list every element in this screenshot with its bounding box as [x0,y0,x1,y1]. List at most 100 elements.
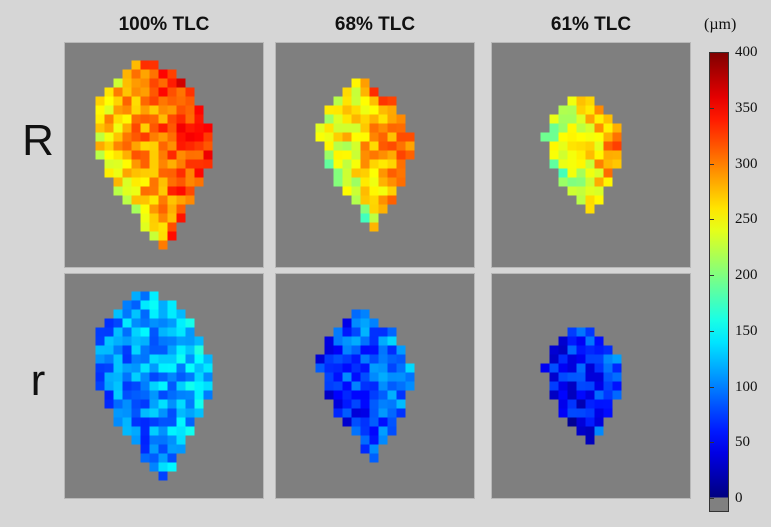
heatmap-cell [333,390,343,400]
heatmap-cell [612,150,622,160]
heatmap-cell [333,177,343,187]
heatmap-cell [131,345,141,355]
heatmap-cell [113,186,123,196]
heatmap-cell [113,87,123,97]
heatmap-cell [140,417,150,427]
heatmap-cell [549,150,559,160]
heatmap-cell [185,105,195,115]
heatmap-cell [95,381,105,391]
heatmap-cell [176,354,186,364]
heatmap-cell [176,327,186,337]
heatmap-cell [140,408,150,418]
heatmap-cell [360,354,370,364]
heatmap-cell [369,336,379,346]
heatmap-cell [585,114,595,124]
heatmap-cell [324,132,334,142]
heatmap-cell [158,177,168,187]
heatmap-cell [149,186,159,196]
heatmap-cell [131,327,141,337]
heatmap-cell [185,96,195,106]
heatmap-cell [603,141,613,151]
heatmap-cell [576,327,586,337]
heatmap-cell [158,318,168,328]
heatmap-cell [95,123,105,133]
heatmap-cell [387,105,397,115]
heatmap-cell [95,96,105,106]
heatmap-cell [387,363,397,373]
heatmap-cell [176,132,186,142]
heatmap-cell [113,318,123,328]
heatmap-cell [167,87,177,97]
heatmap-cell [113,390,123,400]
heatmap-cell [369,186,379,196]
heatmap-cell [194,408,204,418]
heatmap-cell [567,168,577,178]
heatmap-cell [405,381,415,391]
heatmap-cell [122,78,132,88]
heatmap-cell [315,354,325,364]
heatmap-cell [576,390,586,400]
heatmap-cell [612,141,622,151]
heatmap-cell [369,132,379,142]
colorbar-tick-label: 0 [735,490,743,507]
heatmap-cell [387,177,397,187]
heatmap-cell [122,141,132,151]
heatmap-cell [122,309,132,319]
heatmap-cell [185,381,195,391]
heatmap-cell [158,114,168,124]
heatmap-cell [122,318,132,328]
heatmap-cell [351,390,361,400]
heatmap-cell [387,408,397,418]
heatmap-cell [167,354,177,364]
heatmap-cell [167,177,177,187]
heatmap-cell [167,168,177,178]
heatmap-cell [158,354,168,364]
heatmap-cell [167,399,177,409]
heatmap-cell [360,399,370,409]
heatmap-cell [549,114,559,124]
heatmap-cell [396,381,406,391]
heatmap-cell [140,309,150,319]
heatmap-cell [104,87,114,97]
heatmap-cell [113,408,123,418]
heatmap-cell [167,372,177,382]
heatmap-cell [203,159,213,169]
heatmap-cell [122,168,132,178]
heatmap-cell [176,372,186,382]
heatmap-cell [558,114,568,124]
heatmap-cell [104,132,114,142]
heatmap-cell [167,213,177,223]
heatmap-cell [140,177,150,187]
heatmap-cell [167,186,177,196]
heatmap-cell [342,87,352,97]
heatmap-cell [567,345,577,355]
heatmap-cell [549,372,559,382]
heatmap-cell [176,345,186,355]
heatmap-cell [149,354,159,364]
heatmap-cell [369,354,379,364]
heatmap-cell [351,141,361,151]
heatmap-cell [167,300,177,310]
heatmap-cell [342,354,352,364]
heatmap-cell [158,336,168,346]
heatmap-cell [149,96,159,106]
heatmap-cell [140,435,150,445]
heatmap-cell [378,426,388,436]
colorbar-tick-label: 400 [735,44,758,60]
heatmap-cell [95,150,105,160]
heatmap-cell [203,150,213,160]
heatmap-cell [387,132,397,142]
heatmap-cell [149,327,159,337]
heatmap-cell [351,195,361,205]
heatmap-cell [167,435,177,445]
heatmap-cell [158,150,168,160]
heatmap-cell [351,123,361,133]
heatmap-cell [185,363,195,373]
heatmap-cell [333,123,343,133]
heatmap-cell [369,177,379,187]
colorbar-tick-label: 350 [735,99,758,116]
heatmap-cell [360,327,370,337]
heatmap-cell [131,150,141,160]
heatmap-cell [324,141,334,151]
heatmap-cell [585,141,595,151]
